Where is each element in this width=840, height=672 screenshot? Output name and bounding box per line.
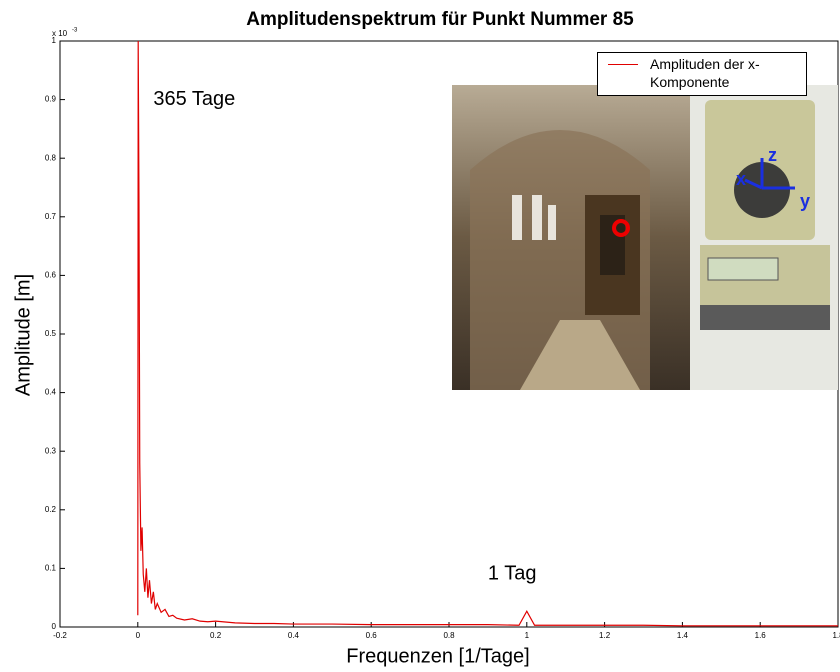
y-tick-label: 0.9: [45, 95, 57, 104]
y-tick-label: 0.2: [45, 505, 57, 514]
x-tick-label: 1.8: [832, 631, 840, 640]
y-tick-label: 0.5: [45, 329, 57, 338]
series-line: [137, 40, 838, 627]
x-tick-label: 1: [525, 631, 530, 640]
y-tick-label: 0.1: [45, 564, 57, 573]
y-multiplier-exponent: -3: [72, 28, 78, 34]
x-tick-label: 1.4: [677, 631, 689, 640]
y-tick-label: 1: [52, 36, 57, 45]
x-tick-label: 0.8: [443, 631, 455, 640]
y-tick-label: 0.3: [45, 446, 57, 455]
photo-axis-label: x: [736, 169, 746, 189]
y-tick-label: 0.7: [45, 212, 57, 221]
x-tick-label: 0: [136, 631, 141, 640]
photo-axis-label: z: [768, 145, 777, 165]
y-tick-label: 0.8: [45, 153, 57, 162]
x-tick-label: 1.6: [755, 631, 767, 640]
x-tick-label: 0.4: [288, 631, 300, 640]
legend: Amplituden der x-Komponente: [597, 52, 807, 96]
x-tick-label: -0.2: [53, 631, 67, 640]
y-tick-label: 0.6: [45, 271, 57, 280]
legend-label: Amplituden der x-Komponente: [650, 56, 760, 90]
inset-photo: [452, 85, 838, 390]
x-tick-label: 0.2: [210, 631, 222, 640]
y-tick-label: 0: [52, 622, 57, 631]
photo-axis-label: y: [800, 191, 810, 211]
annotation: 1 Tag: [488, 563, 537, 585]
y-axis-label: Amplitude [m]: [12, 274, 34, 396]
y-tick-label: 0.4: [45, 388, 57, 397]
annotation: 365 Tage: [153, 88, 235, 110]
legend-swatch: [608, 64, 638, 65]
x-axis-label: Frequenzen [1/Tage]: [346, 645, 529, 667]
x-tick-label: 0.6: [366, 631, 378, 640]
chart-title: Amplitudenspektrum für Punkt Nummer 85: [246, 9, 634, 30]
x-tick-label: 1.2: [599, 631, 611, 640]
y-multiplier: x 10: [52, 29, 68, 38]
